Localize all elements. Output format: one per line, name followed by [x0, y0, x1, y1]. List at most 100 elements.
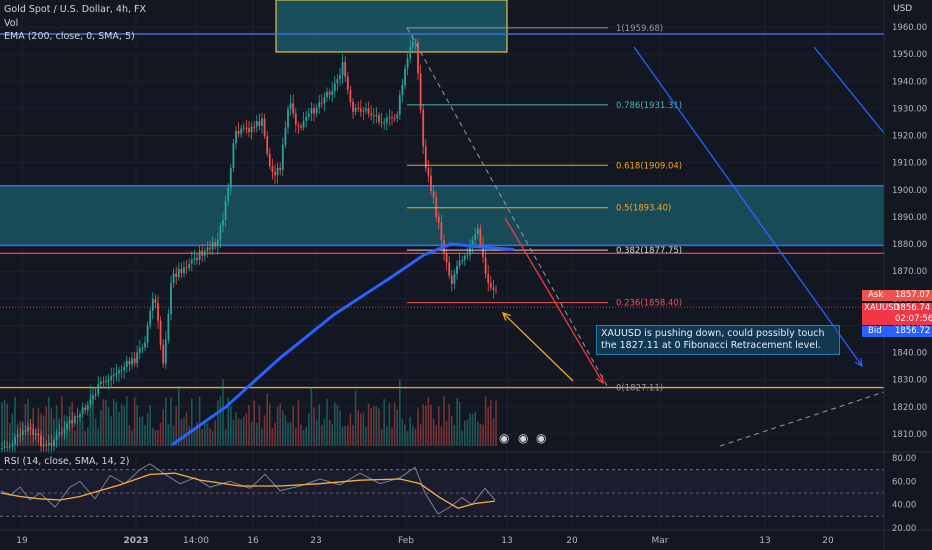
- rsi-label[interactable]: RSI (14, close, SMA, 14, 2): [4, 456, 130, 467]
- projection-arrow-red-head[interactable]: [595, 374, 604, 385]
- candle-body: [297, 124, 300, 127]
- candle-body: [53, 440, 55, 447]
- vol-label[interactable]: Vol: [4, 17, 19, 29]
- candle-body: [232, 143, 235, 169]
- channel-arrow-blue[interactable]: [633, 46, 863, 367]
- candle-body: [172, 273, 175, 283]
- candle-body: [99, 381, 102, 385]
- candle-body: [263, 118, 266, 136]
- us-flag-icon[interactable]: ◉: [499, 431, 510, 445]
- chart-legend: Gold Spot / U.S. Dollar, 4h, FX Vol EMA …: [4, 3, 146, 44]
- candle-body: [19, 434, 22, 436]
- ema-label[interactable]: EMA (200, close, 0, SMA, 5): [4, 31, 135, 42]
- volume-bar: [40, 413, 42, 446]
- volume-bar: [152, 427, 154, 446]
- volume-bar: [6, 403, 8, 446]
- candle-body: [97, 384, 100, 394]
- candle-body: [430, 175, 432, 192]
- candle-body: [307, 113, 310, 117]
- price-tick-label: 1870.00: [892, 267, 927, 277]
- candle-body: [354, 107, 357, 112]
- volume-bar: [495, 400, 497, 446]
- bounce-arrow-orange[interactable]: [502, 312, 574, 382]
- candle-body: [463, 255, 466, 260]
- last-price-tag: XAUUSD 1856.74 02:07:56: [862, 303, 932, 325]
- volume-bar: [440, 426, 443, 446]
- volume-bar: [110, 416, 112, 446]
- channel-line-blue[interactable]: [813, 46, 885, 134]
- supply-zone-box[interactable]: [275, 0, 508, 53]
- candle-body: [339, 75, 341, 80]
- fib-trend-line[interactable]: [406, 27, 609, 388]
- fibonacci-retracement[interactable]: 1(1959.68) 0.786(1931.31) 0.618(1909.04) 0.…: [406, 24, 682, 394]
- fib-level-label: 1(1959.68): [616, 24, 663, 34]
- candle-body: [115, 373, 118, 375]
- candle-body: [320, 102, 323, 104]
- overlay-drawings[interactable]: [501, 46, 885, 447]
- volume-bar: [409, 416, 411, 446]
- candle-body: [190, 259, 193, 264]
- grid-lines: [0, 0, 884, 530]
- volume-bar: [274, 422, 276, 446]
- volume-bar: [245, 412, 248, 446]
- us-flag-icon[interactable]: ◉: [536, 431, 547, 445]
- channel-arrow-blue-head[interactable]: [854, 358, 863, 368]
- us-flag-icon[interactable]: ◉: [518, 431, 529, 445]
- candle-body: [128, 360, 131, 365]
- volume-bar: [204, 420, 206, 446]
- volume-bar: [113, 398, 115, 446]
- price-tick-label: 1810.00: [892, 430, 927, 440]
- candle-body: [305, 116, 308, 121]
- candle-body: [279, 167, 282, 170]
- volume-bar: [79, 413, 81, 446]
- volume-bar: [217, 400, 219, 446]
- rsi-line: [0, 463, 496, 515]
- candle-body: [193, 258, 196, 260]
- candle-body: [58, 432, 61, 435]
- candle-body: [289, 103, 292, 110]
- volume-bar: [175, 406, 177, 446]
- candle-body: [209, 247, 211, 250]
- candle-body: [489, 282, 492, 288]
- volume-bar: [193, 427, 196, 446]
- candle-body: [292, 103, 295, 114]
- candle-body: [73, 416, 76, 424]
- volume-bar: [362, 412, 365, 446]
- volume-bar: [427, 397, 430, 446]
- volume-bar: [393, 402, 396, 446]
- volume-bar: [448, 403, 450, 446]
- candle-body: [284, 127, 287, 145]
- volume-bar: [490, 400, 492, 446]
- volume-bar: [492, 418, 495, 446]
- trend-line-dashed[interactable]: [719, 391, 885, 447]
- volume-bar: [352, 424, 354, 446]
- candle-body: [357, 107, 360, 109]
- volume-bar: [347, 425, 349, 446]
- projection-arrow-red[interactable]: [504, 217, 604, 384]
- candle-body: [326, 92, 328, 98]
- candle-body: [180, 269, 183, 274]
- bounce-arrow-orange-head[interactable]: [501, 311, 511, 321]
- volume-bar: [258, 405, 261, 446]
- volume-bar: [451, 416, 453, 446]
- volume-bar: [146, 413, 149, 446]
- candle-body: [318, 102, 321, 108]
- price-tick-label: 1830.00: [892, 376, 927, 386]
- price-tick-label: 1930.00: [892, 104, 927, 114]
- candle-body: [37, 433, 40, 436]
- analysis-note[interactable]: XAUUSD is pushing down, could possibly t…: [596, 325, 840, 355]
- volume-bar: [378, 408, 380, 446]
- candle-body: [242, 127, 245, 129]
- candle-body: [302, 120, 305, 128]
- ask-label: Ask: [868, 290, 884, 300]
- candle-body: [453, 273, 456, 284]
- chart-title[interactable]: Gold Spot / U.S. Dollar, 4h, FX: [4, 4, 146, 15]
- candle-body: [313, 108, 315, 114]
- candle-body: [203, 251, 206, 256]
- candle-body: [45, 444, 48, 446]
- price-tick-label: 1890.00: [892, 213, 927, 223]
- candle-body: [310, 108, 313, 114]
- candle-body: [214, 242, 217, 247]
- volume-bar: [237, 418, 240, 446]
